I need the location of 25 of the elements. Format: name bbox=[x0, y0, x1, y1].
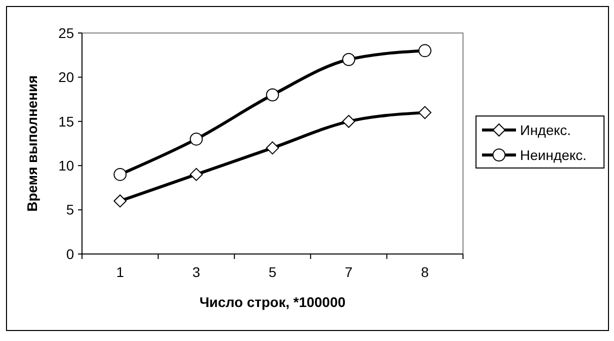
x-tick-label: 3 bbox=[192, 264, 200, 280]
y-tick-label: 5 bbox=[66, 202, 74, 218]
y-tick-label: 25 bbox=[58, 24, 74, 41]
legend-label: Неиндекс. bbox=[520, 146, 587, 163]
point bbox=[418, 44, 432, 58]
point bbox=[266, 88, 279, 102]
x-tick-label: 7 bbox=[344, 264, 353, 280]
y-axis-title: Время выполнения bbox=[24, 75, 40, 212]
x-axis-title: Число строк, *100000 bbox=[199, 294, 346, 310]
point bbox=[190, 168, 203, 181]
point bbox=[342, 114, 356, 128]
y-tick-label: 10 bbox=[58, 158, 74, 174]
x-tick-label: 8 bbox=[421, 264, 429, 280]
y-tick-label: 0 bbox=[66, 246, 74, 262]
point bbox=[342, 53, 356, 66]
point bbox=[266, 141, 279, 154]
point bbox=[114, 168, 127, 181]
x-tick-label: 5 bbox=[268, 264, 277, 280]
y-tick-label: 20 bbox=[58, 69, 74, 86]
legend-label: Индекс. bbox=[520, 122, 571, 138]
point bbox=[418, 106, 432, 120]
point bbox=[114, 194, 127, 208]
y-tick-label: 15 bbox=[58, 113, 74, 130]
x-tick-label: 1 bbox=[116, 264, 124, 280]
point bbox=[190, 132, 203, 146]
